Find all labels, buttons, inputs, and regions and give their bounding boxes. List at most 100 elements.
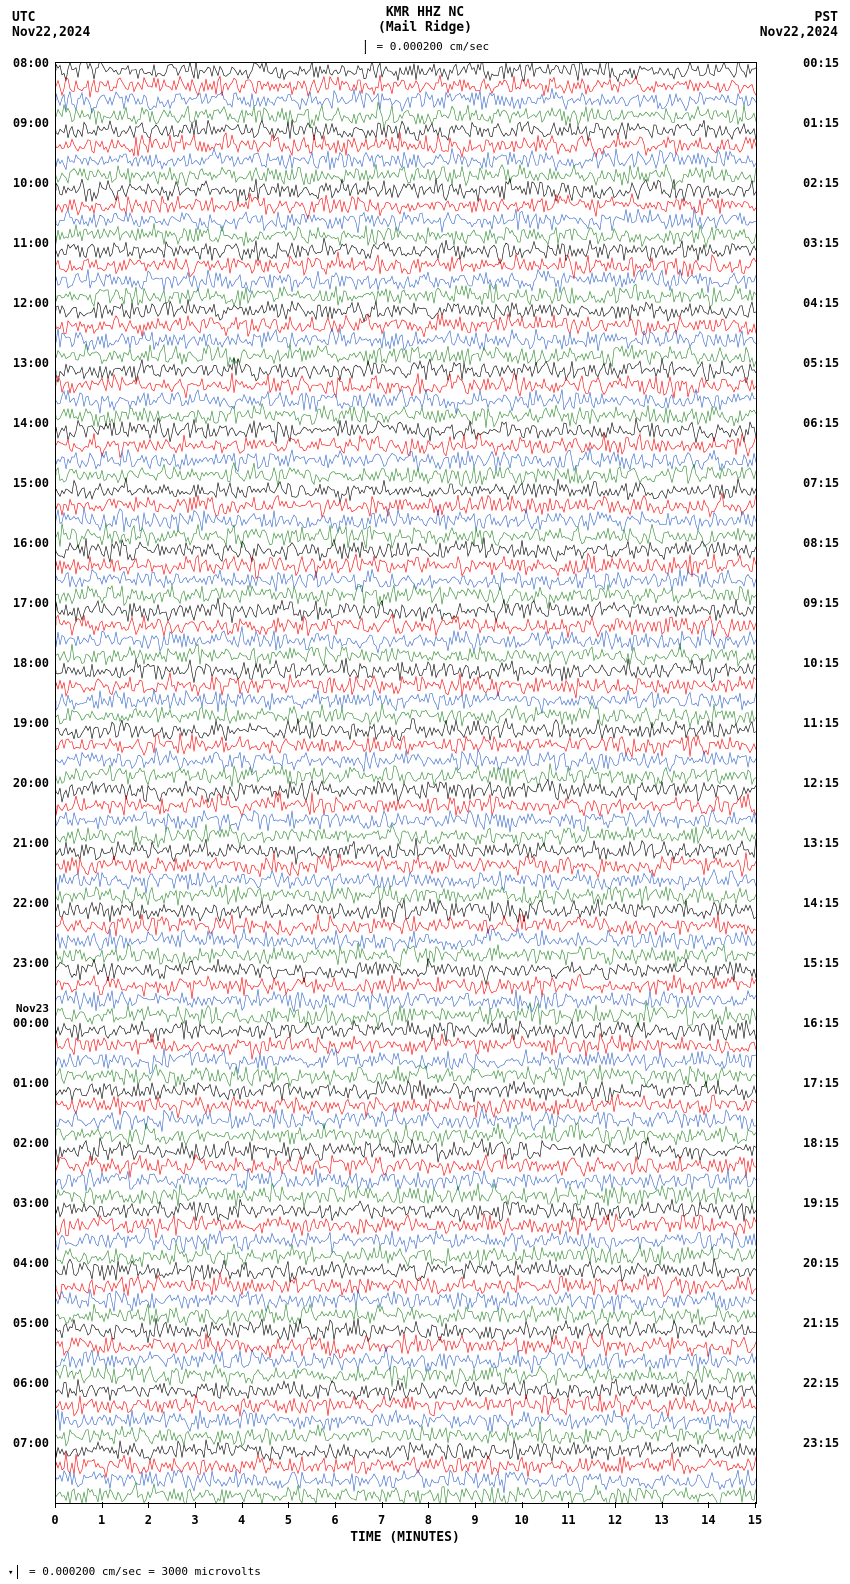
- pst-time-label: 01:15: [803, 116, 839, 130]
- station-code: KMR HHZ NC: [386, 5, 464, 20]
- x-tick-mark: [475, 1502, 476, 1508]
- utc-time-label: 12:00: [13, 296, 49, 310]
- x-tick-label: 11: [561, 1513, 575, 1527]
- x-tick-label: 10: [514, 1513, 528, 1527]
- utc-time-label: 08:00: [13, 56, 49, 70]
- x-tick-label: 7: [378, 1513, 385, 1527]
- x-tick-label: 15: [748, 1513, 762, 1527]
- pst-time-label: 09:15: [803, 596, 839, 610]
- x-axis-title: TIME (MINUTES): [350, 1530, 460, 1545]
- trace-row: [56, 1479, 756, 1504]
- pst-time-label: 23:15: [803, 1436, 839, 1450]
- date-left: Nov22,2024: [12, 25, 90, 40]
- x-tick-label: 14: [701, 1513, 715, 1527]
- x-tick-label: 3: [191, 1513, 198, 1527]
- utc-time-label: 10:00: [13, 176, 49, 190]
- utc-time-label: 18:00: [13, 656, 49, 670]
- scale-indicator: = 0.000200 cm/sec: [361, 40, 489, 54]
- pst-time-label: 20:15: [803, 1256, 839, 1270]
- pst-time-label: 10:15: [803, 656, 839, 670]
- pst-time-label: 21:15: [803, 1316, 839, 1330]
- pst-time-label: 08:15: [803, 536, 839, 550]
- utc-time-label: 02:00: [13, 1136, 49, 1150]
- utc-time-label: 15:00: [13, 476, 49, 490]
- header: KMR HHZ NC (Mail Ridge) = 0.000200 cm/se…: [0, 0, 850, 60]
- x-tick-label: 0: [51, 1513, 58, 1527]
- x-tick-mark: [195, 1502, 196, 1508]
- x-tick-mark: [662, 1502, 663, 1508]
- x-tick-mark: [708, 1502, 709, 1508]
- x-tick-mark: [335, 1502, 336, 1508]
- x-tick-mark: [242, 1502, 243, 1508]
- utc-time-label: 03:00: [13, 1196, 49, 1210]
- x-tick-label: 8: [425, 1513, 432, 1527]
- pst-time-label: 13:15: [803, 836, 839, 850]
- x-tick-label: 12: [608, 1513, 622, 1527]
- x-tick-label: 6: [331, 1513, 338, 1527]
- scale-value: = 0.000200 cm/sec: [377, 40, 490, 53]
- x-tick-label: 5: [285, 1513, 292, 1527]
- pst-time-label: 16:15: [803, 1016, 839, 1030]
- utc-time-label: 13:00: [13, 356, 49, 370]
- timezone-left: UTC: [12, 10, 35, 25]
- pst-time-label: 04:15: [803, 296, 839, 310]
- utc-time-label: 22:00: [13, 896, 49, 910]
- helicorder-plot: [55, 62, 757, 1504]
- utc-time-labels: 08:0009:0010:0011:0012:0013:0014:0015:00…: [0, 62, 52, 1502]
- pst-time-label: 19:15: [803, 1196, 839, 1210]
- utc-time-label: 09:00: [13, 116, 49, 130]
- pst-time-label: 02:15: [803, 176, 839, 190]
- utc-time-label: 11:00: [13, 236, 49, 250]
- utc-time-label: 00:00: [13, 1016, 49, 1030]
- x-tick-mark: [102, 1502, 103, 1508]
- x-tick-mark: [382, 1502, 383, 1508]
- utc-time-label: 19:00: [13, 716, 49, 730]
- x-axis: TIME (MINUTES) 0123456789101112131415: [55, 1505, 755, 1545]
- x-tick-label: 13: [654, 1513, 668, 1527]
- x-tick-label: 2: [145, 1513, 152, 1527]
- x-tick-mark: [288, 1502, 289, 1508]
- x-tick-label: 9: [471, 1513, 478, 1527]
- utc-time-label: 20:00: [13, 776, 49, 790]
- day-break-label: Nov23: [16, 1002, 49, 1015]
- utc-time-label: 16:00: [13, 536, 49, 550]
- x-tick-mark: [148, 1502, 149, 1508]
- x-tick-mark: [428, 1502, 429, 1508]
- pst-time-label: 11:15: [803, 716, 839, 730]
- x-tick-mark: [755, 1502, 756, 1508]
- utc-time-label: 21:00: [13, 836, 49, 850]
- pst-time-label: 15:15: [803, 956, 839, 970]
- pst-time-label: 17:15: [803, 1076, 839, 1090]
- x-tick-label: 1: [98, 1513, 105, 1527]
- utc-time-label: 17:00: [13, 596, 49, 610]
- pst-time-label: 06:15: [803, 416, 839, 430]
- pst-time-label: 22:15: [803, 1376, 839, 1390]
- x-tick-mark: [568, 1502, 569, 1508]
- utc-time-label: 14:00: [13, 416, 49, 430]
- footer-scale: ▾ = 0.000200 cm/sec = 3000 microvolts: [8, 1565, 261, 1579]
- utc-time-label: 23:00: [13, 956, 49, 970]
- x-tick-mark: [55, 1502, 56, 1508]
- pst-time-label: 07:15: [803, 476, 839, 490]
- pst-time-label: 00:15: [803, 56, 839, 70]
- pst-time-labels: 00:1501:1502:1503:1504:1505:1506:1507:15…: [798, 62, 850, 1502]
- utc-time-label: 07:00: [13, 1436, 49, 1450]
- timezone-right: PST: [815, 10, 838, 25]
- scale-bar-icon: [17, 1565, 18, 1579]
- pst-time-label: 18:15: [803, 1136, 839, 1150]
- footer-text: = 0.000200 cm/sec = 3000 microvolts: [29, 1565, 261, 1578]
- scale-bar-icon: [365, 40, 366, 54]
- utc-time-label: 01:00: [13, 1076, 49, 1090]
- x-tick-mark: [522, 1502, 523, 1508]
- date-right: Nov22,2024: [760, 25, 838, 40]
- seismogram-container: KMR HHZ NC (Mail Ridge) = 0.000200 cm/se…: [0, 0, 850, 1584]
- x-tick-mark: [615, 1502, 616, 1508]
- x-tick-label: 4: [238, 1513, 245, 1527]
- pst-time-label: 03:15: [803, 236, 839, 250]
- pst-time-label: 14:15: [803, 896, 839, 910]
- utc-time-label: 06:00: [13, 1376, 49, 1390]
- utc-time-label: 05:00: [13, 1316, 49, 1330]
- pst-time-label: 05:15: [803, 356, 839, 370]
- station-name: (Mail Ridge): [378, 20, 472, 35]
- utc-time-label: 04:00: [13, 1256, 49, 1270]
